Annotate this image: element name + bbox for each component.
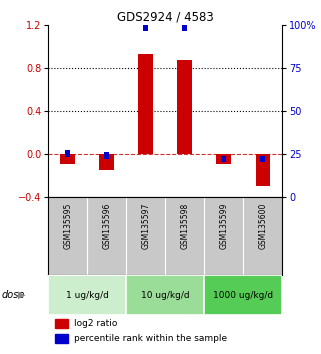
Bar <box>260 155 265 162</box>
Bar <box>104 152 109 159</box>
Text: GSM135596: GSM135596 <box>102 203 111 249</box>
Bar <box>178 60 192 154</box>
Bar <box>48 275 126 315</box>
Text: GSM135597: GSM135597 <box>141 203 150 249</box>
Text: percentile rank within the sample: percentile rank within the sample <box>74 334 227 343</box>
Bar <box>216 154 231 164</box>
Bar <box>99 154 114 170</box>
Bar <box>60 154 75 164</box>
Text: dose: dose <box>2 290 25 300</box>
Title: GDS2924 / 4583: GDS2924 / 4583 <box>117 11 214 24</box>
Bar <box>204 275 282 315</box>
Bar <box>143 25 148 32</box>
Text: GSM135600: GSM135600 <box>258 203 267 249</box>
Bar <box>221 155 226 162</box>
Text: 1000 ug/kg/d: 1000 ug/kg/d <box>213 291 273 299</box>
Text: GSM135598: GSM135598 <box>180 203 189 249</box>
Text: 1 ug/kg/d: 1 ug/kg/d <box>66 291 108 299</box>
Bar <box>182 25 187 32</box>
Bar <box>126 275 204 315</box>
Text: 10 ug/kg/d: 10 ug/kg/d <box>141 291 190 299</box>
Text: ▶: ▶ <box>18 290 25 300</box>
Bar <box>55 334 68 343</box>
Text: GSM135595: GSM135595 <box>63 203 72 249</box>
Bar <box>65 150 70 157</box>
Bar <box>55 319 68 327</box>
Text: log2 ratio: log2 ratio <box>74 319 117 327</box>
Text: GSM135599: GSM135599 <box>219 203 229 249</box>
Bar <box>256 154 270 186</box>
Bar <box>138 54 153 154</box>
